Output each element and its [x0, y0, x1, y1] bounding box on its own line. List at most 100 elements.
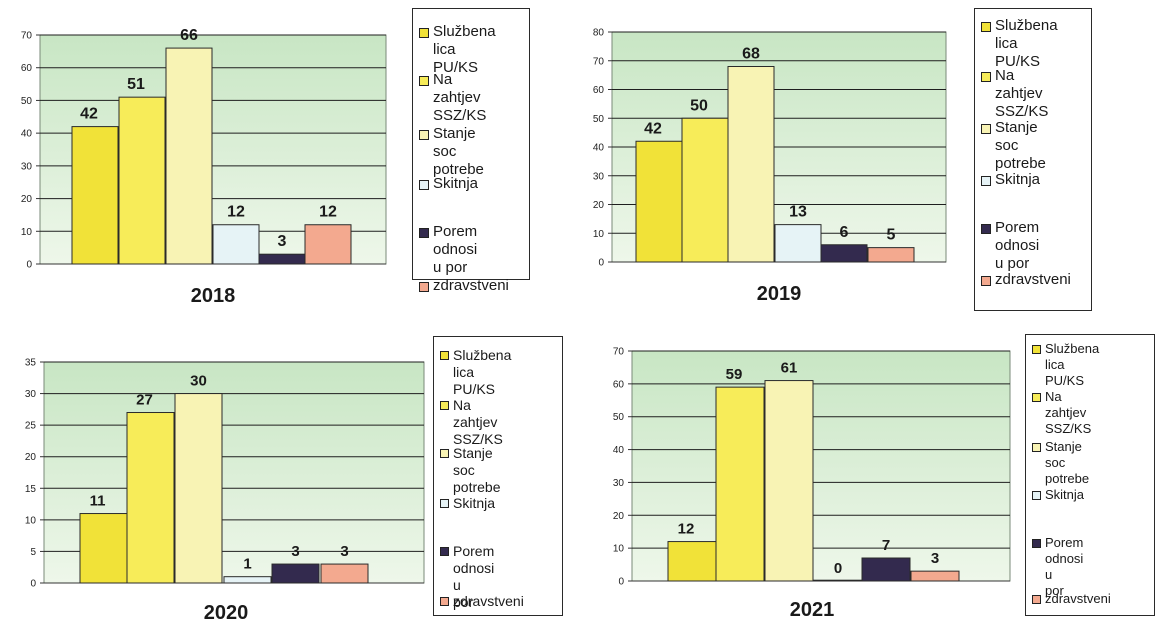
y-tick-label: 30 — [21, 161, 33, 172]
bar-6 — [910, 570, 960, 582]
y-tick-label: 0 — [598, 258, 604, 269]
y-tick-label: 0 — [30, 579, 36, 590]
data-label: 61 — [781, 360, 798, 377]
y-tick-label: 5 — [30, 547, 36, 558]
legend-label: Službena lica PU/KS — [1045, 341, 1100, 388]
bar-5 — [861, 557, 911, 582]
y-tick-label: 10 — [21, 227, 33, 238]
y-tick-label: 10 — [613, 544, 625, 555]
data-label: 68 — [742, 46, 760, 63]
legend-label: zdravstveni — [995, 271, 1071, 288]
legend-swatch — [440, 449, 449, 459]
y-tick-label: 30 — [593, 171, 605, 182]
legend-label: Na zahtjev SSZ/KS — [453, 397, 503, 447]
chart-title: 2021 — [790, 599, 835, 621]
legend-2018: Službena lica PU/KS Na zahtjev SSZ/KS Stan… — [412, 8, 530, 294]
y-tick-label: 15 — [25, 484, 37, 495]
legend-swatch — [1032, 490, 1041, 500]
data-label: 51 — [127, 76, 145, 93]
legend-swatch — [981, 275, 991, 286]
legend-label: Skitnja — [433, 175, 479, 192]
legend-label: Skitnja — [995, 171, 1041, 188]
data-label: 0 — [834, 560, 842, 577]
legend-swatch — [440, 351, 449, 361]
bar-4 — [223, 576, 272, 584]
y-tick-label: 50 — [613, 412, 625, 423]
legend-swatch — [419, 75, 429, 86]
data-label: 42 — [80, 106, 98, 123]
data-label: 5 — [887, 227, 896, 244]
chart-title: 2018 — [191, 285, 236, 307]
legend-swatch — [419, 27, 429, 38]
data-label: 27 — [136, 392, 153, 409]
legend-label: Na zahtjev SSZ/KS — [433, 71, 487, 124]
chart-title: 2020 — [204, 602, 249, 624]
legend-label: zdravstveni — [453, 593, 524, 609]
legend-swatch — [440, 597, 449, 607]
bar-1 — [667, 541, 717, 582]
legend-label: Stanje soc potrebe — [1045, 439, 1090, 486]
legend-label: Skitnja — [453, 495, 496, 511]
data-label: 66 — [180, 27, 198, 44]
y-tick-label: 50 — [21, 96, 33, 107]
y-tick-label: 25 — [25, 421, 37, 432]
y-tick-label: 50 — [593, 114, 605, 125]
legend-swatch — [1032, 594, 1041, 604]
bar-3 — [764, 380, 814, 582]
y-tick-label: 80 — [593, 28, 605, 39]
bar-5 — [820, 244, 868, 263]
chart-2019: 0 10 20 30 40 50 60 70 80 42 50 68 13 6 5 2019 — [593, 28, 947, 305]
bar-1 — [79, 513, 128, 584]
y-tick-label: 30 — [613, 478, 625, 489]
legend-label: Porem odnosi u por — [433, 223, 478, 276]
y-tick-label: 20 — [613, 511, 625, 522]
bar-3 — [174, 393, 223, 584]
data-label: 3 — [278, 233, 287, 250]
y-tick-label: 70 — [613, 347, 625, 358]
legend-label: Stanje soc potrebe — [995, 119, 1046, 172]
y-tick-label: 40 — [593, 143, 605, 154]
data-label: 11 — [90, 493, 106, 510]
legend-swatch — [1032, 344, 1041, 354]
bar-1 — [635, 140, 683, 263]
legend-label: Službena lica PU/KS — [433, 23, 496, 76]
data-label: 50 — [690, 97, 708, 114]
y-tick-label: 30 — [25, 389, 37, 400]
bar-4 — [212, 224, 260, 265]
y-tick-label: 10 — [593, 229, 605, 240]
legend-2019: Službena lica PU/KS Na zahtjev SSZ/KS Stan… — [974, 8, 1092, 311]
legend-swatch — [419, 179, 429, 190]
y-tick-label: 60 — [21, 63, 33, 74]
legend-swatch — [981, 223, 991, 234]
y-tick-label: 35 — [25, 358, 37, 369]
y-tick-label: 70 — [21, 31, 33, 42]
bar-4 — [813, 579, 863, 582]
y-tick-label: 0 — [26, 260, 32, 271]
data-label: 3 — [291, 543, 299, 560]
bar-3 — [165, 47, 213, 265]
legend-label: Porem odnosi u por — [1045, 535, 1084, 598]
bar-2 — [126, 412, 175, 584]
data-label: 12 — [227, 204, 245, 221]
bar-4 — [774, 224, 822, 263]
chart-2020: 0 5 10 15 20 25 30 35 11 27 30 1 3 3 2020 — [25, 358, 425, 624]
data-label: 3 — [931, 550, 939, 567]
y-tick-label: 10 — [25, 515, 37, 526]
bar-2 — [715, 386, 765, 582]
data-label: 13 — [789, 204, 807, 221]
chart-2018: 0 10 20 30 40 50 60 70 42 51 66 12 3 12 2018 — [21, 27, 387, 307]
legend-2020: Službena lica PU/KS Na zahtjev SSZ/KS Stan… — [433, 336, 563, 616]
legend-swatch — [440, 499, 449, 509]
bar-3 — [727, 66, 775, 263]
y-tick-label: 0 — [618, 577, 624, 588]
bar-2 — [681, 117, 729, 263]
y-tick-label: 20 — [21, 194, 33, 205]
legend-swatch — [440, 547, 449, 557]
legend-label: Stanje soc potrebe — [433, 125, 484, 178]
legend-label: Stanje soc potrebe — [453, 445, 501, 495]
legend-swatch — [440, 401, 449, 411]
legend-swatch — [419, 227, 429, 238]
legend-swatch — [1032, 392, 1041, 402]
legend-swatch — [1032, 442, 1041, 452]
